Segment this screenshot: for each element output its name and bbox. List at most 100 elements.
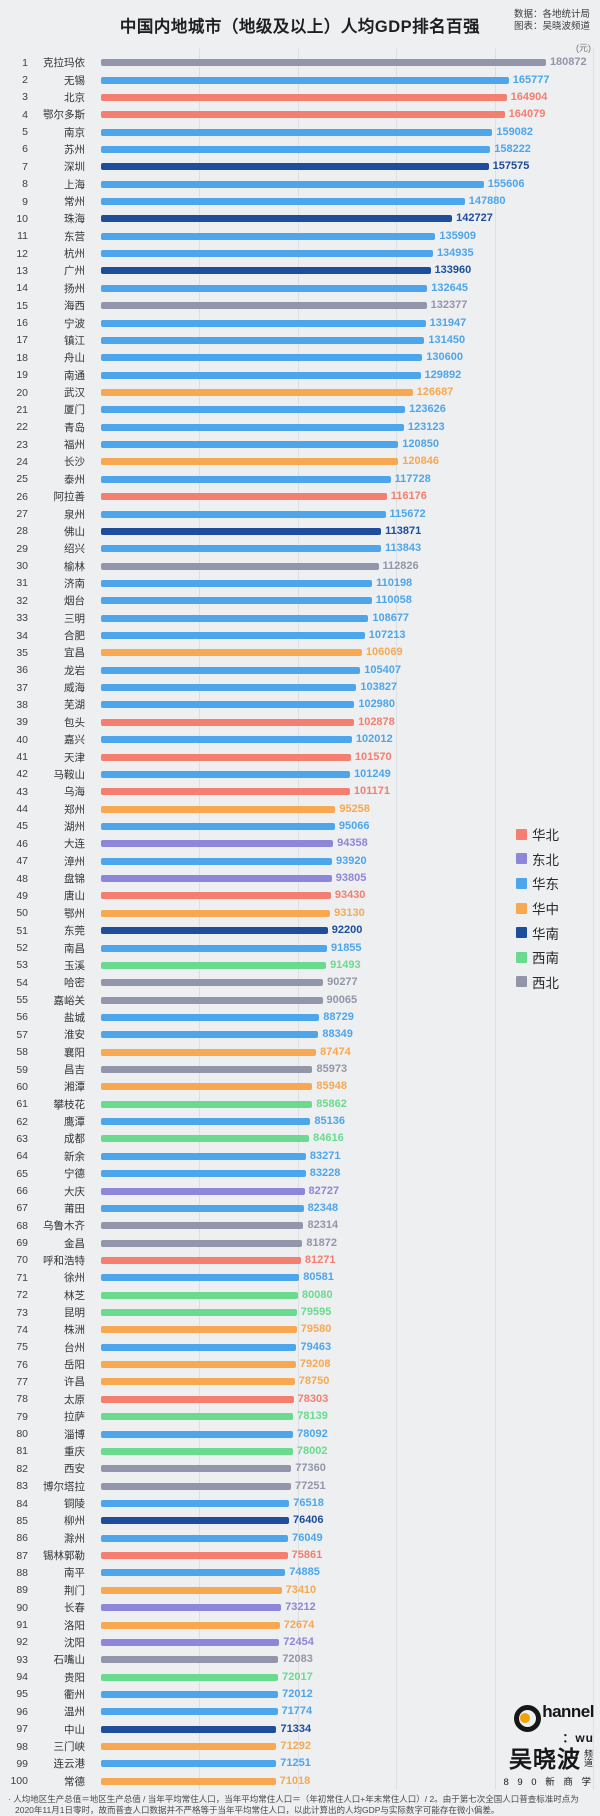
rank-label: 31 bbox=[16, 577, 28, 590]
city-label: 长春 bbox=[64, 1602, 85, 1615]
rank-label: 39 bbox=[16, 716, 28, 729]
value-label: 102980 bbox=[358, 698, 396, 711]
city-label: 威海 bbox=[64, 682, 85, 695]
city-label: 海西 bbox=[64, 300, 85, 313]
legend-item: 西北 bbox=[516, 970, 559, 995]
city-label: 漳州 bbox=[64, 855, 85, 868]
city-label: 金昌 bbox=[64, 1237, 85, 1250]
city-label: 济南 bbox=[64, 577, 85, 590]
city-label: 株洲 bbox=[64, 1324, 85, 1337]
city-label: 宁德 bbox=[64, 1168, 85, 1181]
value-label: 91855 bbox=[330, 941, 362, 954]
value-bar bbox=[101, 215, 453, 223]
chart-row: 75 台州 79463 bbox=[0, 1339, 600, 1356]
value-label: 93430 bbox=[334, 889, 366, 902]
city-label: 大连 bbox=[64, 838, 85, 851]
rank-label: 96 bbox=[16, 1705, 28, 1718]
city-label: 博尔塔拉 bbox=[43, 1480, 85, 1493]
value-label: 126687 bbox=[416, 386, 454, 398]
chart-row: 92 沈阳 72454 bbox=[0, 1634, 600, 1651]
value-bar bbox=[101, 1725, 277, 1733]
city-label: 武汉 bbox=[64, 387, 85, 399]
logo-name-vertical: 频道 bbox=[583, 1748, 593, 1768]
value-bar bbox=[101, 389, 413, 396]
city-label: 扬州 bbox=[64, 282, 85, 295]
city-label: 唐山 bbox=[64, 890, 85, 903]
value-bar bbox=[101, 1586, 282, 1594]
chart-row: 66 大庆 82727 bbox=[0, 1182, 600, 1199]
rank-label: 97 bbox=[16, 1723, 28, 1736]
value-bar bbox=[101, 354, 423, 362]
bar-track: 134935 bbox=[101, 248, 593, 259]
rank-label: 60 bbox=[16, 1080, 28, 1093]
rank-label: 5 bbox=[22, 126, 28, 139]
city-label: 温州 bbox=[64, 1706, 85, 1719]
bar-track: 71774 bbox=[101, 1706, 593, 1717]
bar-track: 76518 bbox=[101, 1498, 593, 1509]
rank-label: 29 bbox=[16, 542, 28, 555]
value-label: 102012 bbox=[355, 733, 393, 746]
value-bar bbox=[101, 979, 324, 987]
legend-label: 西南 bbox=[532, 951, 559, 967]
logo-brand-sub: ：wu bbox=[562, 1731, 594, 1745]
rank-label: 50 bbox=[16, 907, 28, 920]
city-label: 昌吉 bbox=[64, 1064, 85, 1077]
rank-label: 37 bbox=[16, 681, 28, 694]
legend-swatch-icon bbox=[516, 877, 527, 889]
rank-label: 91 bbox=[16, 1619, 28, 1632]
value-label: 88349 bbox=[322, 1028, 353, 1041]
chart-row: 3 北京 164904 bbox=[0, 89, 600, 106]
city-label: 常德 bbox=[64, 1775, 85, 1788]
city-label: 鄂州 bbox=[64, 907, 85, 920]
chart-row: 68 乌鲁木齐 82314 bbox=[0, 1217, 600, 1234]
bar-track: 79463 bbox=[101, 1341, 593, 1353]
chart-row: 72 林芝 80080 bbox=[0, 1287, 600, 1304]
rank-label: 76 bbox=[16, 1358, 28, 1371]
city-label: 许昌 bbox=[64, 1376, 85, 1389]
rank-label: 4 bbox=[22, 108, 28, 121]
logo-dot-icon bbox=[520, 1713, 531, 1723]
city-label: 克拉玛依 bbox=[43, 57, 85, 70]
legend-item: 华中 bbox=[516, 896, 559, 921]
value-bar bbox=[101, 961, 327, 969]
bar-track: 73410 bbox=[101, 1584, 593, 1596]
value-label: 82314 bbox=[307, 1219, 339, 1232]
value-label: 76049 bbox=[292, 1531, 323, 1544]
value-label: 101171 bbox=[353, 785, 390, 798]
rank-label: 23 bbox=[16, 438, 28, 451]
rank-label: 21 bbox=[16, 403, 28, 416]
city-label: 南平 bbox=[64, 1567, 85, 1580]
value-label: 120850 bbox=[402, 438, 439, 451]
bar-track: 131947 bbox=[101, 317, 593, 329]
city-label: 东营 bbox=[64, 230, 85, 243]
rank-label: 9 bbox=[22, 195, 28, 208]
chart-row: 81 重庆 78002 bbox=[0, 1443, 600, 1460]
value-label: 85948 bbox=[316, 1080, 348, 1093]
bar-track: 79208 bbox=[101, 1359, 593, 1370]
rank-label: 95 bbox=[16, 1688, 28, 1701]
value-label: 164904 bbox=[510, 90, 548, 103]
bar-track: 88729 bbox=[101, 1011, 593, 1023]
bar-track: 159082 bbox=[101, 126, 593, 138]
bar-track: 103827 bbox=[101, 682, 593, 693]
value-label: 164079 bbox=[508, 108, 546, 121]
value-bar bbox=[101, 458, 399, 466]
value-label: 72674 bbox=[283, 1618, 315, 1631]
rank-label: 71 bbox=[16, 1271, 28, 1284]
chart-row: 10 珠海 142727 bbox=[0, 210, 600, 227]
value-bar bbox=[101, 319, 426, 327]
value-label: 78092 bbox=[297, 1427, 328, 1440]
value-label: 75861 bbox=[291, 1549, 323, 1562]
chart-row: 27 泉州 115672 bbox=[0, 505, 600, 522]
chart-row: 20 武汉 126687 bbox=[0, 384, 600, 401]
value-label: 74885 bbox=[289, 1566, 320, 1579]
value-label: 71251 bbox=[280, 1757, 311, 1770]
city-label: 榆林 bbox=[64, 560, 85, 573]
city-label: 莆田 bbox=[64, 1202, 85, 1215]
city-label: 林芝 bbox=[64, 1289, 85, 1302]
bar-track: 85862 bbox=[101, 1098, 593, 1110]
value-label: 134935 bbox=[436, 247, 474, 260]
value-bar bbox=[101, 93, 507, 101]
rank-label: 51 bbox=[16, 924, 28, 937]
value-bar bbox=[101, 1604, 282, 1612]
